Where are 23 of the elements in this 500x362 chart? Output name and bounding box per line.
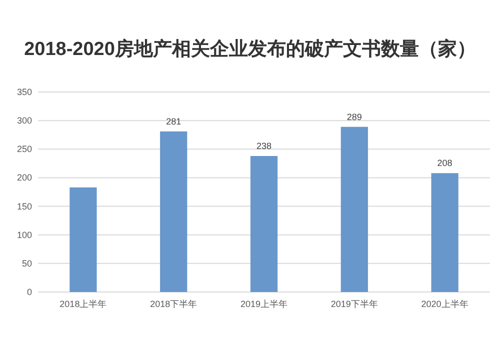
bar	[250, 156, 278, 292]
y-tick-label: 0	[26, 287, 32, 297]
y-tick-label: 150	[16, 201, 32, 212]
x-tick-label: 2018上半年	[60, 299, 107, 309]
bar	[70, 187, 97, 292]
x-tick-label: 2019上半年	[240, 299, 288, 309]
bar	[431, 173, 458, 292]
bar	[340, 126, 368, 292]
y-tick-label: 200	[16, 172, 32, 183]
data-label: 289	[346, 112, 362, 122]
data-label: 238	[256, 141, 272, 151]
x-tick-label: 2019下半年	[330, 299, 378, 309]
y-tick-label: 250	[16, 144, 32, 154]
y-tick-label: 50	[22, 258, 32, 268]
y-tick-label: 100	[16, 230, 32, 240]
y-tick-label: 350	[16, 87, 32, 97]
x-tick-label: 2018下半年	[150, 299, 198, 309]
data-label: 281	[166, 116, 182, 126]
y-tick-label: 300	[16, 116, 32, 126]
bar	[160, 131, 188, 292]
x-tick-label: 2020上半年	[421, 299, 468, 309]
chart-title: 2018-2020房地产相关企业发布的破产文书数量（家）	[24, 38, 476, 60]
data-label: 208	[437, 158, 452, 168]
